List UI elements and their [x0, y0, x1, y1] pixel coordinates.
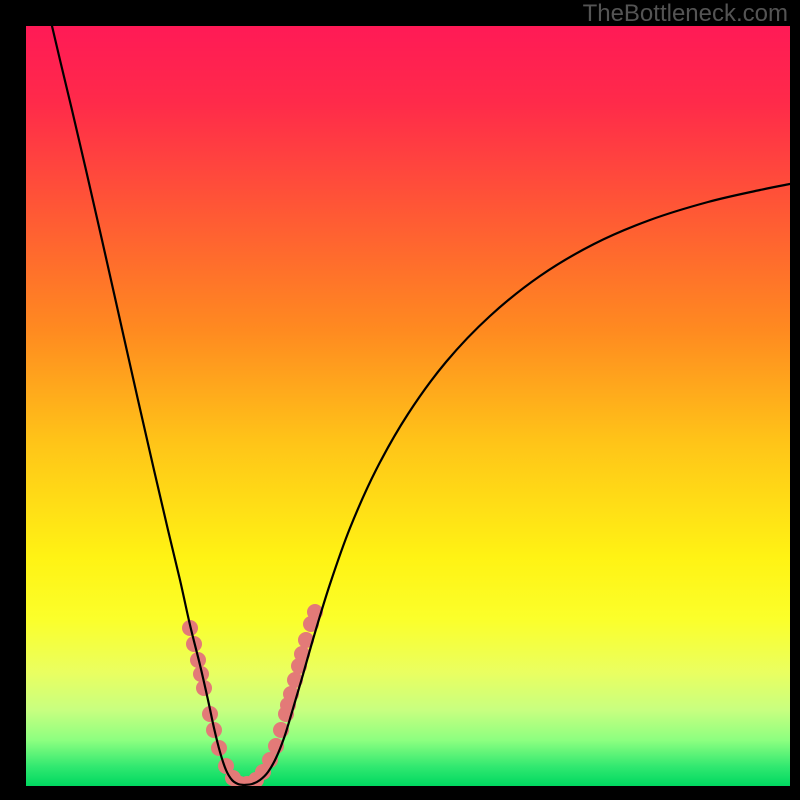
bottleneck-curve-left — [52, 26, 244, 785]
curve-overlay — [0, 0, 800, 800]
marker-cluster-left — [182, 620, 241, 786]
watermark-text: TheBottleneck.com — [583, 0, 788, 28]
bottleneck-curve-right — [244, 184, 790, 785]
marker-cluster-right — [248, 604, 323, 788]
chart-root: TheBottleneck.com — [0, 0, 800, 800]
